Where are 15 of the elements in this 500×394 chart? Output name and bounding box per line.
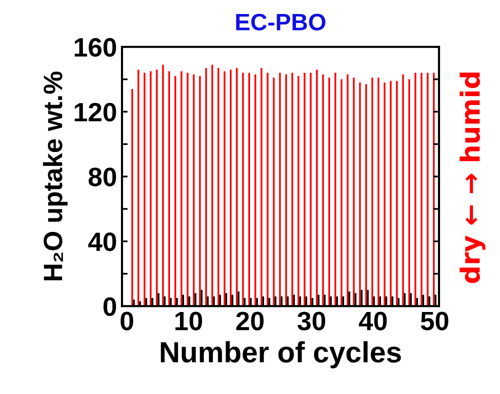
y-tick-label: 80 [88,168,116,186]
x-tick-label: 10 [175,312,202,330]
x-tick-label: 40 [358,312,387,330]
x-axis-title: Number of cycles [160,341,401,368]
y-axis-title: H₂O uptake wt.% [42,72,68,280]
y-tick-label: 160 [74,38,116,57]
y-tick-label: 0 [104,297,116,316]
x-tick-label: 0 [120,312,134,330]
text: dry ← → humid [460,72,486,284]
x-tick-label: 50 [420,312,448,330]
x-tick-label: 20 [236,312,264,330]
y-tick-label: 120 [74,102,116,122]
x-tick-label: 30 [298,312,326,330]
chart-title: EC-PBO [236,14,326,30]
y-tick-label: 40 [88,232,116,252]
